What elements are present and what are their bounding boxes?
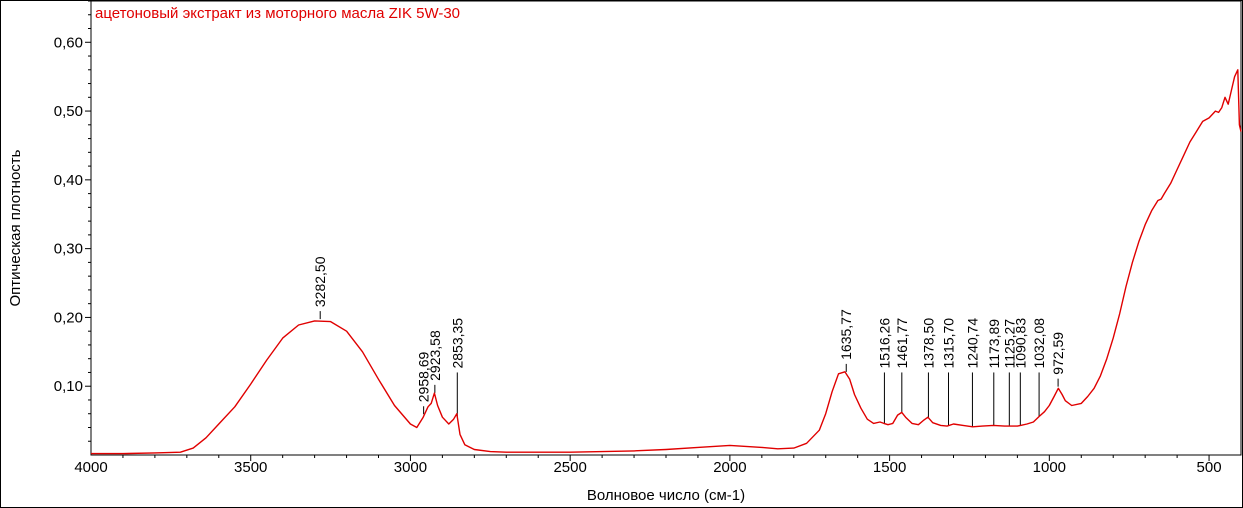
peak-label: 2923,58 [427, 330, 443, 381]
peak-label: 1378,50 [920, 318, 936, 369]
peak-label: 1516,26 [876, 318, 892, 369]
x-tick-label: 4000 [74, 459, 107, 476]
peak-label: 1032,08 [1031, 318, 1047, 369]
peak-label: 1125,27 [1001, 319, 1017, 369]
peak-label: 1090,83 [1012, 318, 1028, 369]
x-axis: 4000 3500 3000 2500 2000 1500 1000 500 [74, 455, 1222, 476]
x-axis-title: Волновое число (см-1) [587, 487, 745, 504]
x-tick-label: 2500 [553, 459, 586, 476]
spectrum-series-line [91, 69, 1242, 455]
y-axis-title: Оптическая плотность [7, 149, 24, 306]
peak-label: 3282,50 [312, 256, 328, 307]
y-tick-label: 0,20 [54, 309, 83, 326]
peak-label: 1315,70 [940, 318, 956, 369]
x-tick-label: 3500 [234, 459, 267, 476]
y-tick-label: 0,50 [54, 103, 83, 120]
peak-label: 1240,74 [964, 318, 980, 369]
peak-label: 1173,89 [986, 319, 1002, 369]
peak-label: 972,59 [1050, 332, 1066, 375]
y-axis: 0,10 0,20 0,30 0,40 0,50 0,60 [54, 0, 91, 442]
x-tick-label: 3000 [394, 459, 427, 476]
x-tick-label: 1500 [873, 459, 906, 476]
y-tick-label: 0,10 [54, 378, 83, 395]
peak-label: 1635,77 [838, 309, 854, 360]
y-tick-label: 0,60 [54, 34, 83, 51]
peak-label: 2853,35 [449, 318, 465, 369]
y-tick-label: 0,30 [54, 241, 83, 258]
x-tick-label: 2000 [713, 459, 746, 476]
peak-label: 1461,77 [894, 318, 910, 369]
y-tick-label: 0,40 [54, 172, 83, 189]
plot-area [90, 0, 1242, 456]
x-tick-label: 1000 [1033, 459, 1066, 476]
x-tick-label: 500 [1197, 459, 1222, 476]
chart-title: ацетоновый экстракт из моторного масла Z… [95, 5, 460, 22]
peak-label: 2958,69 [416, 351, 432, 402]
